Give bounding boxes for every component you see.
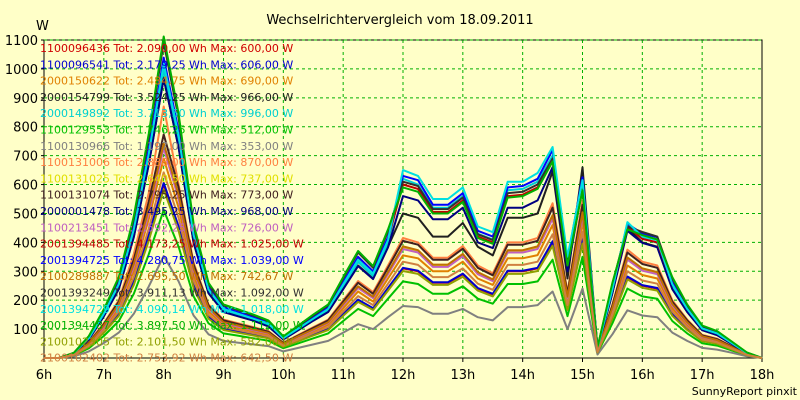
- chart-title: Wechselrichtervergleich vom 18.09.2011: [266, 13, 533, 28]
- series-line-2100102305: [44, 188, 763, 359]
- legend-entry-1100131074: 1100131074 Tot: 2.795,25 Wh Max: 773,00 …: [40, 189, 293, 202]
- series-line-2001394729: [44, 62, 763, 359]
- legend-entry-1100129553: 1100129553 Tot: 1.746,25 Wh Max: 512,00 …: [40, 124, 293, 137]
- footer-credit: SunnyReport pinxit: [692, 385, 798, 398]
- legend-entry-2001394485: 2001394485 Tot: 4.173,25 Wh Max: 1.025,0…: [40, 238, 304, 251]
- y-axis-label: W: [36, 19, 49, 34]
- series-lines: [44, 35, 763, 359]
- x-tick-label: 6h: [36, 368, 53, 383]
- y-tick-label: 1100: [5, 34, 38, 49]
- legend: 1100096436 Tot: 2.090,00 Wh Max: 600,00 …: [40, 42, 304, 365]
- x-tick-label: 13h: [450, 368, 475, 383]
- y-tick-label: 700: [13, 150, 38, 165]
- y-tick-label: 400: [13, 236, 38, 251]
- legend-entry-2001393249: 2001393249 Tot: 3.911,13 Wh Max: 1.092,0…: [40, 287, 304, 300]
- series-line-2001394725: [44, 56, 763, 359]
- y-tick-label: 900: [13, 92, 38, 107]
- legend-entry-2100289887: 2100289887 Tot: 2.695,50 Wh Max: 742,67 …: [40, 270, 293, 283]
- series-line-1100129553: [44, 209, 763, 359]
- legend-entry-2001394725: 2001394725 Tot: 4.280,75 Wh Max: 1.039,0…: [40, 254, 304, 267]
- series-line-2100289887: [44, 142, 763, 359]
- legend-entry-1100096541: 1100096541 Tot: 2.179,25 Wh Max: 606,00 …: [40, 58, 293, 71]
- legend-entry-2001394487: 2001394487 Tot: 3.897,50 Wh Max: 1.112,0…: [40, 319, 304, 332]
- series-line-1100131006: [44, 105, 763, 359]
- legend-entry-2100102402: 2100102402 Tot: 2.753,92 Wh Max: 642,50 …: [40, 352, 293, 365]
- legend-entry-1100131025: 1100131025 Tot: 2.640,50 Wh Max: 737,00 …: [40, 172, 293, 185]
- legend-entry-2000154799: 2000154799 Tot: 3.524,25 Wh Max: 966,00 …: [40, 91, 293, 104]
- y-tick-label: 300: [13, 265, 38, 280]
- legend-entry-1100096436: 1100096436 Tot: 2.090,00 Wh Max: 600,00 …: [40, 42, 293, 55]
- series-line-2000150622: [44, 157, 763, 359]
- x-axis-ticks: 6h 7h 8h 9h 10h 11h 12h 13h 14h 15h 16h 17h 18h: [36, 358, 775, 383]
- series-line-1100213451: [44, 147, 763, 359]
- legend-entry-2000001478: 2000001478 Tot: 3.495,25 Wh Max: 968,00 …: [40, 205, 293, 218]
- x-tick-label: 9h: [215, 368, 232, 383]
- series-line-1100130966: [44, 255, 763, 359]
- series-line-2100102402: [44, 171, 763, 359]
- x-tick-label: 14h: [510, 368, 535, 383]
- x-tick-label: 12h: [391, 368, 416, 383]
- legend-entry-2000149892: 2000149892 Tot: 3.713,50 Wh Max: 996,00 …: [40, 107, 293, 120]
- series-line-1100096541: [44, 181, 763, 359]
- x-tick-label: 15h: [570, 368, 595, 383]
- y-tick-label: 600: [13, 179, 38, 194]
- x-tick-label: 10h: [271, 368, 296, 383]
- y-tick-label: 1000: [5, 63, 38, 78]
- legend-entry-1100131006: 1100131006 Tot: 2.888,00 Wh Max: 870,00 …: [40, 156, 293, 169]
- legend-entry-2100102305: 2100102305 Tot: 2.101,50 Wh Max: 582,00 …: [40, 335, 293, 348]
- x-tick-label: 18h: [750, 368, 775, 383]
- series-line-2000001478: [44, 77, 763, 359]
- x-tick-label: 11h: [331, 368, 356, 383]
- y-tick-label: 100: [13, 323, 38, 338]
- x-tick-label: 8h: [155, 368, 172, 383]
- x-tick-label: 17h: [690, 368, 715, 383]
- legend-entry-2001394729: 2001394729 Tot: 4.090,14 Wh Max: 1.018,0…: [40, 303, 304, 316]
- series-line-1100131074: [44, 133, 763, 359]
- series-line-2001394487: [44, 35, 763, 359]
- y-tick-label: 200: [13, 294, 38, 309]
- y-tick-label: 500: [13, 207, 38, 222]
- x-tick-label: 16h: [630, 368, 655, 383]
- legend-entry-1100213451: 1100213451 Tot: 2.592,25 Wh Max: 726,00 …: [40, 221, 293, 234]
- x-tick-label: 7h: [96, 368, 113, 383]
- legend-entry-1100130966: 1100130966 Tot: 1.197,00 Wh Max: 353,00 …: [40, 140, 293, 153]
- y-axis-ticks: 100 200 300 400 500 600 700 800 900 1000 1100: [5, 34, 44, 338]
- legend-entry-2000150622: 2000150622 Tot: 2.484,75 Wh Max: 690,00 …: [40, 75, 293, 88]
- y-tick-label: 800: [13, 121, 38, 136]
